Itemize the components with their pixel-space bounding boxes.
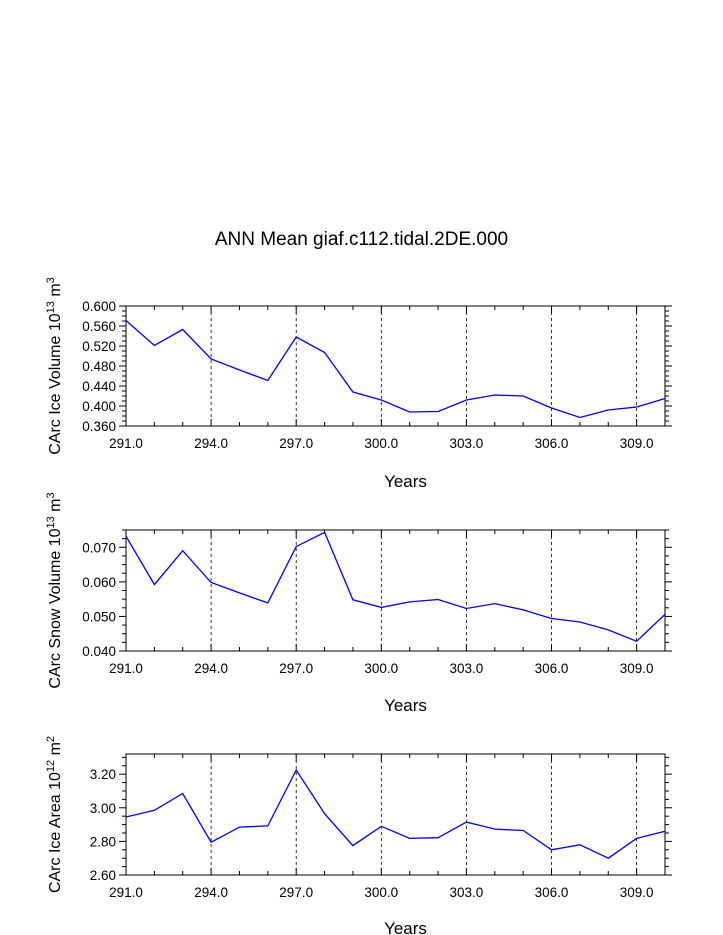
y-axis-label-part: CArc Snow Volume 10 [47, 528, 64, 688]
y-axis-label: CArc Ice Volume 1013 m3 [45, 277, 64, 455]
y-axis-label-superscript: 2 [45, 736, 57, 742]
x-tick-label: 300.0 [364, 885, 398, 900]
y-tick-label: 2.80 [90, 834, 116, 849]
x-tick-label: 291.0 [109, 436, 143, 451]
y-axis-label: CArc Snow Volume 1013 m3 [45, 492, 64, 688]
plot-frame [125, 753, 666, 876]
y-axis-label-superscript: 13 [45, 301, 57, 313]
series-line [125, 768, 666, 859]
chart-title: ANN Mean giaf.c112.tidal.2DE.000 [214, 229, 509, 250]
series-line [125, 320, 666, 419]
x-axis-label: Years [384, 919, 427, 935]
x-tick-label: 294.0 [194, 885, 228, 900]
plot-frame [125, 305, 666, 427]
y-tick-label: 0.360 [82, 419, 116, 434]
x-tick-label: 303.0 [450, 436, 484, 451]
x-tick-label: 309.0 [620, 436, 654, 451]
y-tick-label: 0.440 [82, 379, 116, 394]
x-tick-label: 294.0 [194, 661, 228, 676]
x-tick-label: 306.0 [535, 661, 569, 676]
x-tick-label: 303.0 [450, 661, 484, 676]
y-axis-label-part: CArc Ice Area 10 [47, 772, 64, 893]
x-tick-label: 303.0 [450, 885, 484, 900]
x-tick-label: 291.0 [109, 661, 143, 676]
panel-2: 291.0 294.0 297.0 300.0 303.0 306.0 309.0 0.040… [45, 492, 672, 715]
y-axis-label-part: CArc Ice Volume 10 [47, 313, 64, 455]
y-axis-label-part: m [47, 742, 64, 760]
series-line [125, 531, 666, 643]
y-axis-label: CArc Ice Area 1012 m2 [45, 736, 64, 893]
y-tick-label: 0.600 [82, 299, 116, 314]
y-axis-label-superscript: 13 [45, 516, 57, 528]
y-tick-label: 0.520 [82, 339, 116, 354]
plot-frame [125, 529, 666, 652]
y-tick-label: 0.070 [82, 540, 116, 555]
y-tick-label: 3.20 [90, 767, 116, 782]
y-tick-label: 0.060 [82, 575, 116, 590]
x-axis-label: Years [384, 696, 427, 715]
panel-1: 291.0 294.0 297.0 300.0 303.0 306.0 309.0 0.360… [45, 277, 672, 491]
y-tick-label: 3.00 [90, 801, 116, 816]
y-tick-label: 0.400 [82, 399, 116, 414]
x-axis-label: Years [384, 472, 427, 491]
x-tick-label: 306.0 [535, 885, 569, 900]
y-tick-label: 2.60 [90, 868, 116, 883]
x-tick-label: 297.0 [279, 436, 313, 451]
y-tick-label: 0.480 [82, 359, 116, 374]
y-axis-label-superscript: 3 [45, 492, 57, 498]
x-tick-label: 297.0 [279, 661, 313, 676]
x-tick-label: 294.0 [194, 436, 228, 451]
x-tick-label: 300.0 [364, 436, 398, 451]
x-tick-label: 300.0 [364, 661, 398, 676]
y-axis-label-part: m [47, 283, 64, 301]
y-axis-label-superscript: 3 [45, 277, 57, 283]
x-tick-label: 291.0 [109, 885, 143, 900]
y-tick-label: 0.050 [82, 609, 116, 624]
x-tick-label: 297.0 [279, 885, 313, 900]
y-tick-label: 0.040 [82, 644, 116, 659]
y-tick-label: 0.560 [82, 319, 116, 334]
panel-3: 291.0 294.0 297.0 300.0 303.0 306.0 309.0 2.60 2… [45, 736, 672, 935]
x-tick-label: 306.0 [535, 436, 569, 451]
y-axis-label-part: m [47, 499, 64, 517]
y-axis-label-superscript: 12 [45, 760, 57, 772]
x-tick-label: 309.0 [620, 661, 654, 676]
x-tick-label: 309.0 [620, 885, 654, 900]
